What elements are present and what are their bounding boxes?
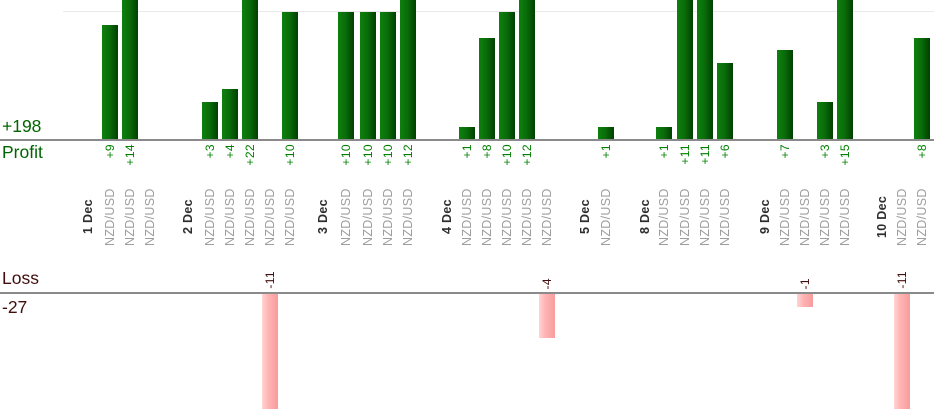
profit-value-label: +12 — [520, 144, 534, 166]
profit-value-label: +3 — [818, 144, 832, 159]
date-label: 3 Dec — [316, 199, 330, 235]
profit-value-label: +9 — [103, 144, 117, 159]
profit-value-label: +10 — [283, 144, 297, 166]
pair-label: NZD/USD — [263, 188, 277, 246]
loss-total-label: -27 — [2, 297, 28, 317]
profit-value-label: +8 — [480, 144, 494, 159]
pair-label: NZD/USD — [401, 188, 415, 246]
profit-value-label: +10 — [500, 144, 514, 166]
date-label: 10 Dec — [875, 195, 889, 239]
profit-bar — [400, 0, 416, 140]
profit-bar — [499, 12, 515, 140]
profit-bar — [697, 0, 713, 140]
loss-value-label: -11 — [895, 271, 909, 289]
pair-label: NZD/USD — [678, 188, 692, 246]
loss-bar — [539, 294, 555, 338]
pair-label: NZD/USD — [103, 188, 117, 246]
profit-value-label: +7 — [778, 144, 792, 159]
date-label: 1 Dec — [81, 199, 95, 235]
loss-bar — [262, 294, 278, 409]
profit-bar — [122, 0, 138, 140]
profit-bar — [380, 12, 396, 140]
profit-bar — [677, 0, 693, 140]
pair-label: NZD/USD — [798, 188, 812, 246]
profit-bar — [479, 38, 495, 140]
profit-value-label: +1 — [657, 144, 671, 159]
profit-total-label: +198 — [2, 116, 42, 136]
profit-bar — [717, 63, 733, 140]
loss-axis-line — [0, 292, 934, 294]
profit-bar — [837, 0, 853, 140]
pair-label: NZD/USD — [361, 188, 375, 246]
profit-value-label: +14 — [123, 144, 137, 166]
profit-value-label: +22 — [243, 144, 257, 166]
profit-bar — [598, 127, 614, 140]
profit-bar — [656, 127, 672, 140]
pair-label: NZD/USD — [381, 188, 395, 246]
profit-value-label: +1 — [460, 144, 474, 159]
loss-bar — [894, 294, 910, 409]
profit-value-label: +11 — [698, 144, 712, 165]
profit-bar — [360, 12, 376, 140]
profit-bar — [222, 89, 238, 140]
profit-value-label: +10 — [381, 144, 395, 166]
profit-bar — [519, 0, 535, 140]
profit-value-label: +10 — [361, 144, 375, 166]
date-label: 5 Dec — [578, 199, 592, 235]
loss-value-label: -1 — [798, 277, 812, 289]
date-label: 8 Dec — [638, 199, 652, 235]
pair-label: NZD/USD — [778, 188, 792, 246]
profit-bar — [459, 127, 475, 140]
pair-label: NZD/USD — [283, 188, 297, 246]
profit-value-label: +10 — [339, 144, 353, 166]
date-label: 4 Dec — [440, 199, 454, 235]
pair-label: NZD/USD — [223, 188, 237, 246]
pair-label: NZD/USD — [480, 188, 494, 246]
profit-bar — [242, 0, 258, 140]
profit-bar — [777, 50, 793, 140]
pair-label: NZD/USD — [460, 188, 474, 246]
date-label: 2 Dec — [181, 199, 195, 235]
pair-label: NZD/USD — [818, 188, 832, 246]
loss-value-label: -4 — [540, 277, 554, 289]
profit-bar — [102, 25, 118, 140]
loss-axis-label: Loss — [2, 268, 39, 288]
pair-label: NZD/USD — [143, 188, 157, 246]
profit-value-label: +11 — [678, 144, 692, 165]
pair-label: NZD/USD — [203, 188, 217, 246]
profit-bar — [202, 102, 218, 140]
pair-label: NZD/USD — [520, 188, 534, 246]
profit-value-label: +6 — [718, 144, 732, 159]
pair-label: NZD/USD — [718, 188, 732, 246]
profit-bar — [338, 12, 354, 140]
pair-label: NZD/USD — [599, 188, 613, 246]
loss-value-label: -11 — [263, 271, 277, 289]
gridline-plus10 — [63, 11, 934, 12]
pair-label: NZD/USD — [123, 188, 137, 246]
profit-axis-label: Profit — [2, 142, 43, 162]
pair-label: NZD/USD — [915, 188, 929, 246]
pair-label: NZD/USD — [838, 188, 852, 246]
profit-bar — [914, 38, 930, 140]
profit-value-label: +12 — [401, 144, 415, 166]
pair-label: NZD/USD — [698, 188, 712, 246]
pair-label: NZD/USD — [657, 188, 671, 246]
date-label: 9 Dec — [758, 199, 772, 235]
pair-label: NZD/USD — [500, 188, 514, 246]
profit-axis-line — [0, 139, 934, 141]
loss-bar — [797, 294, 813, 307]
pair-label: NZD/USD — [895, 188, 909, 246]
profit-bar — [817, 102, 833, 140]
profit-bar — [282, 12, 298, 140]
profit-value-label: +4 — [223, 144, 237, 159]
pair-label: NZD/USD — [243, 188, 257, 246]
profit-value-label: +15 — [838, 144, 852, 166]
profit-value-label: +8 — [915, 144, 929, 159]
profit-value-label: +3 — [203, 144, 217, 159]
profit-bars-area — [0, 0, 934, 140]
pair-label: NZD/USD — [339, 188, 353, 246]
pair-label: NZD/USD — [540, 188, 554, 246]
profit-value-label: +1 — [599, 144, 613, 159]
